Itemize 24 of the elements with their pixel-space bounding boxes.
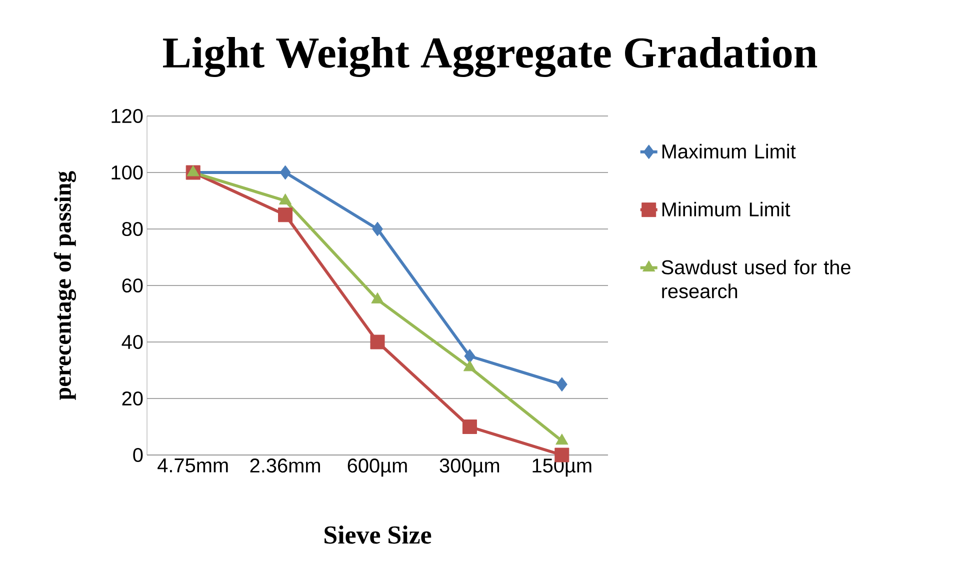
chart-title: Light Weight Aggregate Gradation — [163, 36, 818, 78]
y-tick-label: 40 — [122, 334, 143, 350]
x-tick-label: 4.75mm — [158, 458, 228, 472]
y-tick-label: 80 — [122, 222, 143, 236]
y-tick-label: 120 — [112, 108, 143, 124]
legend-label: Sawdust used for the research — [662, 260, 850, 298]
legend-label: Maximum Limit — [662, 144, 796, 159]
point — [280, 165, 291, 180]
x-axis-title: Sieve Size — [324, 526, 432, 544]
point — [278, 208, 293, 222]
x-tick-label: 600µm — [348, 458, 407, 477]
point — [556, 377, 568, 392]
y-tick-label: 20 — [122, 391, 143, 406]
point — [462, 420, 477, 434]
legend-label: Minimum Limit — [662, 202, 790, 216]
point — [464, 348, 476, 364]
y-tick-label: 100 — [112, 165, 143, 180]
y-tick-label: 60 — [122, 278, 143, 293]
y-tick-label: 0 — [133, 448, 143, 462]
y-axis-title: perecentage of passing — [54, 171, 76, 400]
x-tick-label: 2.36mm — [250, 458, 320, 473]
point — [370, 334, 385, 350]
x-tick-label: 300µm — [440, 458, 500, 477]
point — [372, 222, 383, 236]
